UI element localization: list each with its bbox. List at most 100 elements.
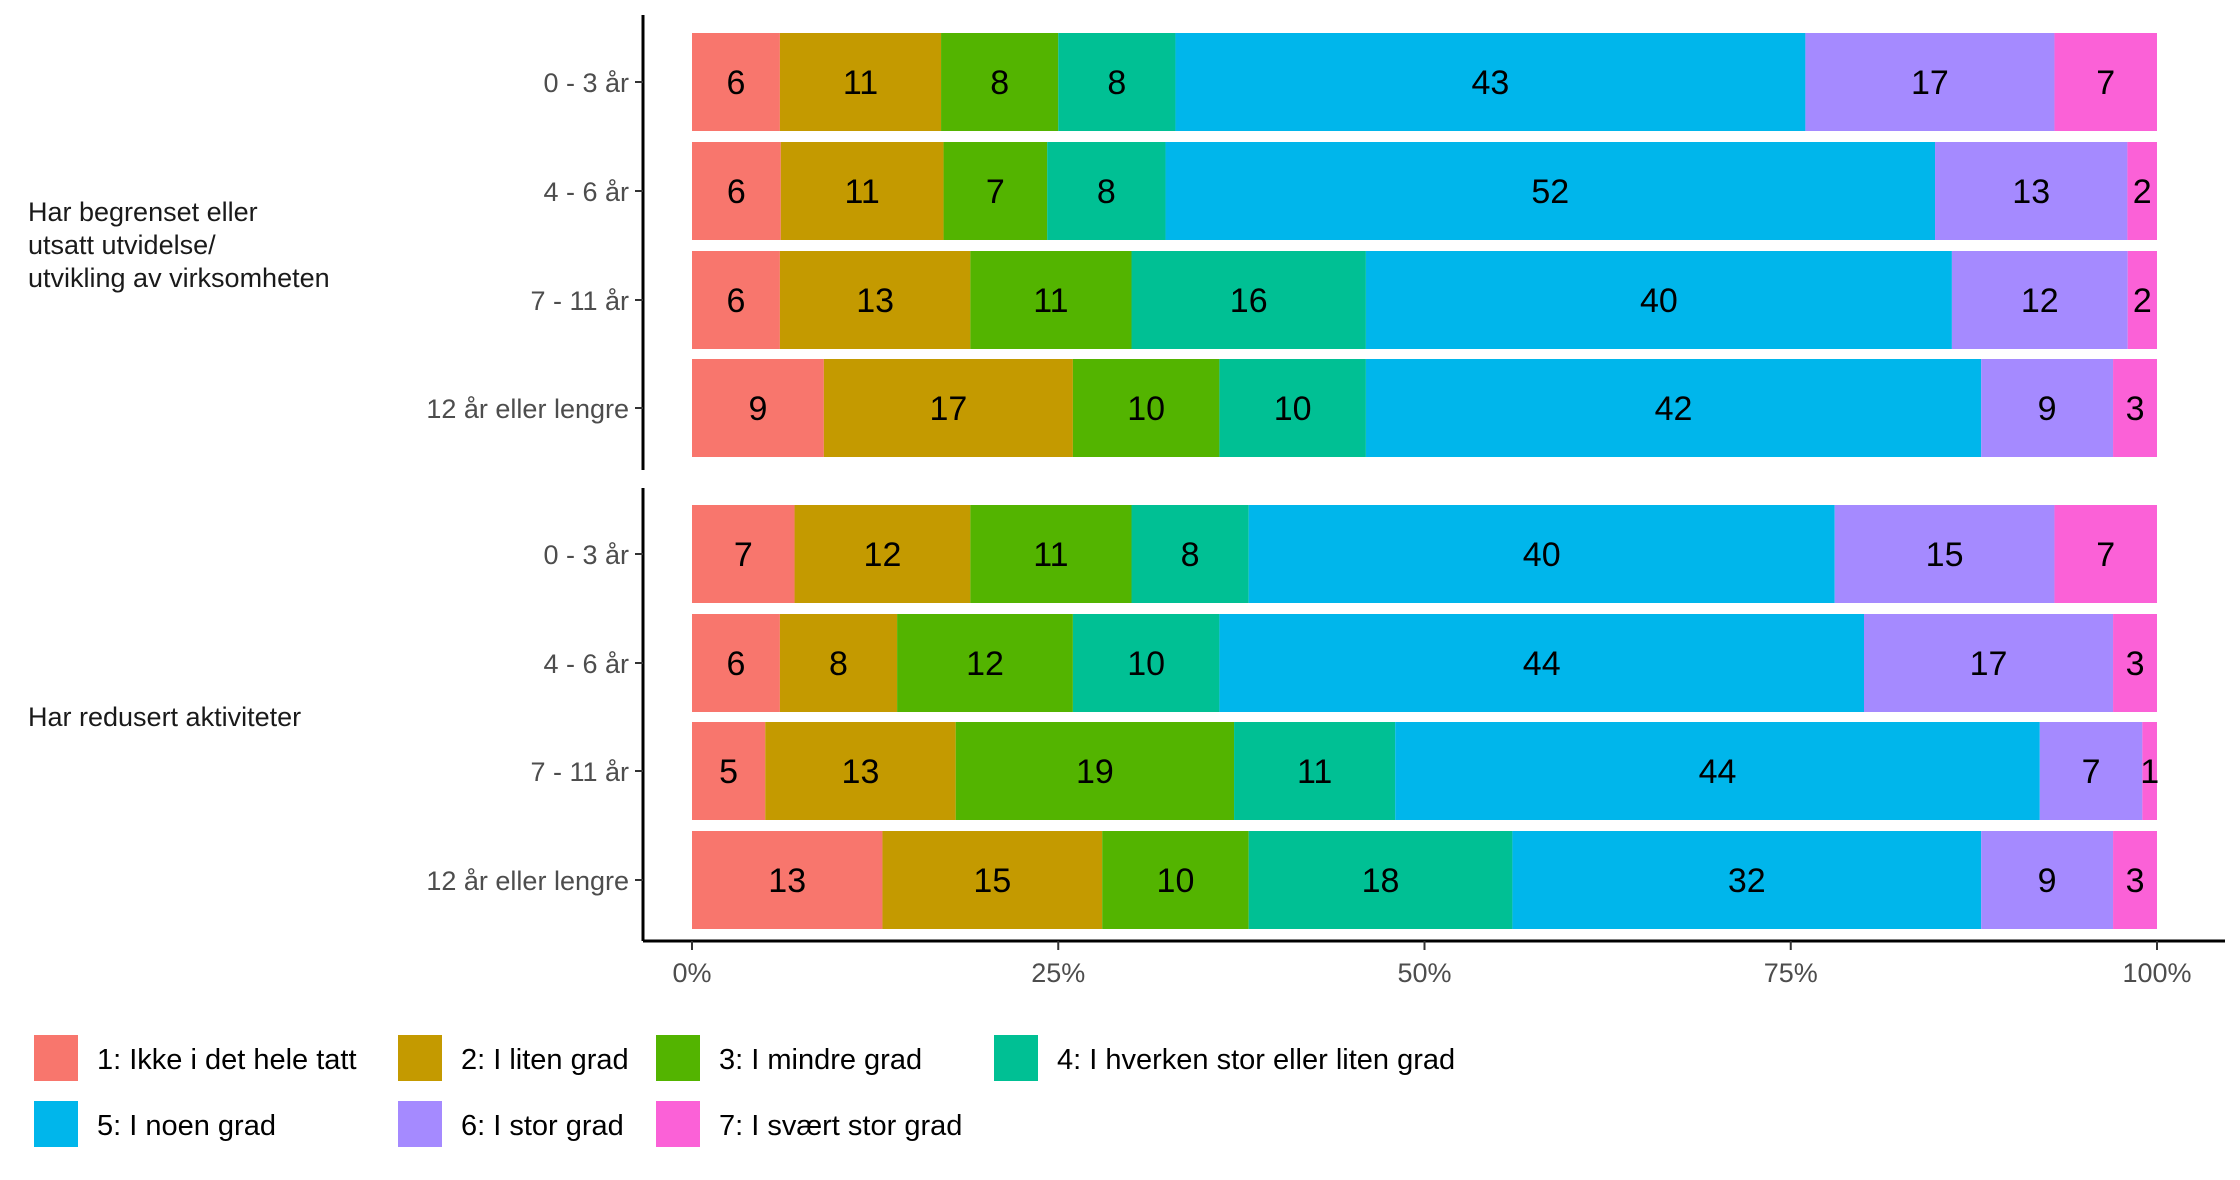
bar-segment xyxy=(780,142,944,240)
bar-value-label: 10 xyxy=(1127,390,1165,428)
bar-segment xyxy=(1365,359,1982,457)
bar-value-label: 8 xyxy=(1181,536,1200,574)
bar-value-label: 13 xyxy=(768,862,806,900)
x-tick-label: 100% xyxy=(2122,958,2191,988)
x-axis: 0% 25% 50% 75% 100% xyxy=(643,939,2225,988)
bar-segment xyxy=(1165,142,1936,240)
category-label: 4 - 6 år xyxy=(543,177,629,207)
legend-swatch xyxy=(656,1035,700,1081)
bar-segment xyxy=(1864,614,2114,712)
bar-segment xyxy=(692,33,780,131)
bar-row: 12 år eller lengre 13 15 10 18 32 9 3 xyxy=(426,831,2157,929)
bar-segment xyxy=(2142,722,2157,820)
category-label: 12 år eller lengre xyxy=(426,866,629,896)
bar-value-label: 15 xyxy=(1926,536,1964,574)
panel-label-line: Har redusert aktiviteter xyxy=(28,702,301,732)
bar-segment xyxy=(1072,614,1220,712)
bar-value-label: 11 xyxy=(1033,282,1068,320)
bar-value-label: 13 xyxy=(842,753,880,791)
category-label: 0 - 3 år xyxy=(543,68,629,98)
bar-segment xyxy=(765,722,956,820)
legend-label: 2: I liten grad xyxy=(461,1044,629,1076)
bar-segment xyxy=(1234,722,1396,820)
bar-segment xyxy=(2113,359,2157,457)
bar-segment xyxy=(779,33,942,131)
bar-value-label: 3 xyxy=(2126,645,2145,683)
panel-label-line: Har begrenset eller xyxy=(28,197,258,227)
bar-value-label: 3 xyxy=(2126,390,2145,428)
bar-segment xyxy=(943,142,1048,240)
category-label: 0 - 3 år xyxy=(543,540,629,570)
bar-value-label: 1 xyxy=(2140,753,2159,791)
bar-value-label: 10 xyxy=(1157,862,1195,900)
legend-item: 4: I hverken stor eller liten grad xyxy=(994,1035,1455,1081)
bar-value-label: 6 xyxy=(727,173,746,211)
bar-value-label: 11 xyxy=(1033,536,1068,574)
x-tick-label: 0% xyxy=(672,958,711,988)
bar-value-label: 17 xyxy=(1911,64,1949,102)
bar-segment xyxy=(1131,251,1366,349)
bar-value-label: 42 xyxy=(1655,390,1693,428)
bar-row: 0 - 3 år 7 12 11 8 40 15 7 xyxy=(543,505,2157,603)
category-label: 7 - 11 år xyxy=(530,286,629,316)
bar-value-label: 40 xyxy=(1523,536,1561,574)
bar-segment xyxy=(692,505,795,603)
bar-value-label: 11 xyxy=(845,173,880,211)
bar-segment xyxy=(2054,33,2157,131)
bar-value-label: 15 xyxy=(973,862,1011,900)
bar-segment xyxy=(2054,505,2157,603)
bar-segment xyxy=(897,614,1073,712)
bar-segment xyxy=(1805,33,2055,131)
bar-segment xyxy=(1219,614,1864,712)
bar-value-label: 6 xyxy=(726,645,745,683)
bar-segment xyxy=(1951,251,2128,349)
legend-swatch xyxy=(656,1101,700,1147)
bar-segment xyxy=(2127,251,2157,349)
bar-value-label: 9 xyxy=(2038,390,2057,428)
panel-label-line: utvikling av virksomheten xyxy=(28,263,330,293)
bar-segment xyxy=(1072,359,1220,457)
bar-value-label: 13 xyxy=(856,282,894,320)
legend-swatch xyxy=(34,1101,78,1147)
legend-swatch xyxy=(398,1101,442,1147)
bar-value-label: 8 xyxy=(1107,64,1126,102)
bar-value-label: 2 xyxy=(2133,173,2152,211)
bar-value-label: 12 xyxy=(864,536,902,574)
bar-value-label: 52 xyxy=(1531,173,1569,211)
bar-row: 7 - 11 år 5 13 19 11 44 7 1 xyxy=(530,722,2159,820)
bar-segment xyxy=(970,505,1132,603)
legend-label: 4: I hverken stor eller liten grad xyxy=(1057,1044,1455,1076)
bar-segment xyxy=(941,33,1059,131)
bar-value-label: 32 xyxy=(1728,862,1766,900)
bar-segment xyxy=(779,251,971,349)
bar-segment xyxy=(1131,505,1249,603)
bar-segment xyxy=(692,251,780,349)
bar-segment xyxy=(1219,359,1366,457)
bar-value-label: 6 xyxy=(726,282,745,320)
bar-segment xyxy=(1175,33,1806,131)
bar-segment xyxy=(1102,831,1249,929)
bar-row: 4 - 6 år 6 8 12 10 44 17 3 xyxy=(543,614,2157,712)
bar-segment xyxy=(1981,831,2114,929)
bar-segment xyxy=(692,722,766,820)
bar-segment xyxy=(1248,505,1835,603)
bar-value-label: 18 xyxy=(1362,862,1400,900)
bar-value-label: 7 xyxy=(2082,753,2101,791)
bar-value-label: 8 xyxy=(990,64,1009,102)
bar-value-label: 17 xyxy=(929,390,967,428)
x-tick-label: 75% xyxy=(1764,958,1818,988)
panel-label-line: utsatt utvidelse/ xyxy=(28,230,216,260)
bar-value-label: 12 xyxy=(2021,282,2059,320)
bar-row: 12 år eller lengre 9 17 10 10 42 9 3 xyxy=(426,359,2157,457)
legend-label: 6: I stor grad xyxy=(461,1110,624,1142)
bar-segment xyxy=(692,359,824,457)
bar-value-label: 16 xyxy=(1230,282,1268,320)
bar-segment xyxy=(1834,505,2055,603)
bar-segment xyxy=(955,722,1235,820)
bar-value-label: 17 xyxy=(1970,645,2008,683)
bar-segment xyxy=(1365,251,1952,349)
bar-value-label: 7 xyxy=(734,536,753,574)
